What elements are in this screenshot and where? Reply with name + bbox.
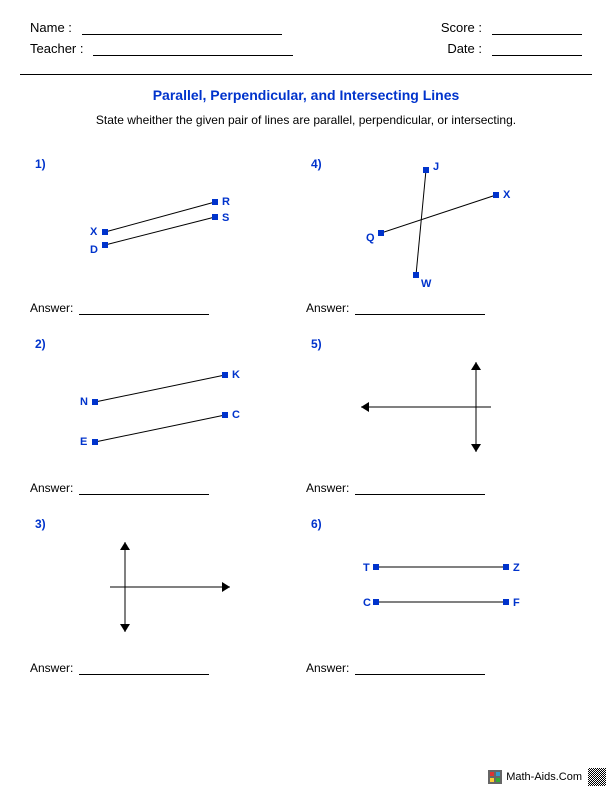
problem-figure: T Z C F <box>326 527 536 647</box>
answer-line[interactable] <box>355 674 485 675</box>
svg-text:D: D <box>90 244 98 256</box>
svg-text:X: X <box>90 226 98 238</box>
problem-figure: N K E C <box>50 347 260 467</box>
header-divider <box>20 74 592 75</box>
problem-3: 3) Answer: <box>30 507 306 687</box>
answer-label: Answer: <box>306 481 349 495</box>
answer-line[interactable] <box>355 314 485 315</box>
problem-number: 3) <box>35 517 46 531</box>
svg-text:C: C <box>363 597 371 609</box>
answer-label: Answer: <box>306 661 349 675</box>
answer-row: Answer: <box>306 661 485 675</box>
footer: Math-Aids.Com <box>488 770 582 784</box>
svg-text:C: C <box>232 409 240 421</box>
name-label: Name : <box>30 20 72 35</box>
problem-6: 6) T Z C F Answer: <box>306 507 582 687</box>
problem-number: 5) <box>311 337 322 351</box>
answer-label: Answer: <box>30 481 73 495</box>
worksheet-header: Name : Score : Teacher : Date : <box>0 0 612 70</box>
teacher-line[interactable] <box>93 55 293 56</box>
problem-5: 5) Answer: <box>306 327 582 507</box>
answer-label: Answer: <box>306 301 349 315</box>
date-line[interactable] <box>492 55 582 56</box>
teacher-label: Teacher : <box>30 41 83 56</box>
name-field: Name : <box>30 20 282 35</box>
problems-grid: 1)XRDSAnswer:4)JWQXAnswer:2)NKECAnswer:5… <box>0 127 612 687</box>
answer-line[interactable] <box>355 494 485 495</box>
problem-number: 4) <box>311 157 322 171</box>
problem-figure: X R D S <box>50 167 260 287</box>
svg-text:N: N <box>80 396 88 408</box>
svg-text:W: W <box>421 278 432 290</box>
score-label: Score : <box>441 20 482 35</box>
worksheet-title: Parallel, Perpendicular, and Intersectin… <box>0 87 612 103</box>
problem-4: 4) J W Q X Answer: <box>306 147 582 327</box>
problem-figure: J W Q X <box>326 155 536 295</box>
answer-line[interactable] <box>79 314 209 315</box>
svg-text:R: R <box>222 196 230 208</box>
teacher-field: Teacher : <box>30 41 293 56</box>
answer-line[interactable] <box>79 674 209 675</box>
svg-text:K: K <box>232 369 240 381</box>
problem-number: 2) <box>35 337 46 351</box>
svg-text:X: X <box>503 189 511 201</box>
answer-line[interactable] <box>79 494 209 495</box>
svg-text:F: F <box>513 597 520 609</box>
problem-number: 6) <box>311 517 322 531</box>
answer-row: Answer: <box>30 301 209 315</box>
logo-icon <box>488 770 502 784</box>
qr-icon <box>588 768 606 786</box>
problem-figure <box>50 527 260 647</box>
name-line[interactable] <box>82 34 282 35</box>
date-label: Date : <box>447 41 482 56</box>
answer-row: Answer: <box>30 481 209 495</box>
svg-text:S: S <box>222 212 229 224</box>
answer-row: Answer: <box>30 661 209 675</box>
problem-figure <box>326 347 536 467</box>
problem-number: 1) <box>35 157 46 171</box>
svg-text:T: T <box>363 562 370 574</box>
svg-text:J: J <box>433 161 439 173</box>
svg-text:Q: Q <box>366 232 375 244</box>
answer-row: Answer: <box>306 301 485 315</box>
answer-label: Answer: <box>30 661 73 675</box>
score-field: Score : <box>441 20 582 35</box>
answer-label: Answer: <box>30 301 73 315</box>
answer-row: Answer: <box>306 481 485 495</box>
date-field: Date : <box>447 41 582 56</box>
problem-2: 2) N K E C Answer: <box>30 327 306 507</box>
svg-text:Z: Z <box>513 562 520 574</box>
score-line[interactable] <box>492 34 582 35</box>
worksheet-instructions: State wheither the given pair of lines a… <box>0 113 612 127</box>
footer-text: Math-Aids.Com <box>506 771 582 783</box>
svg-text:E: E <box>80 436 87 448</box>
problem-1: 1) X R D S Answer: <box>30 147 306 327</box>
